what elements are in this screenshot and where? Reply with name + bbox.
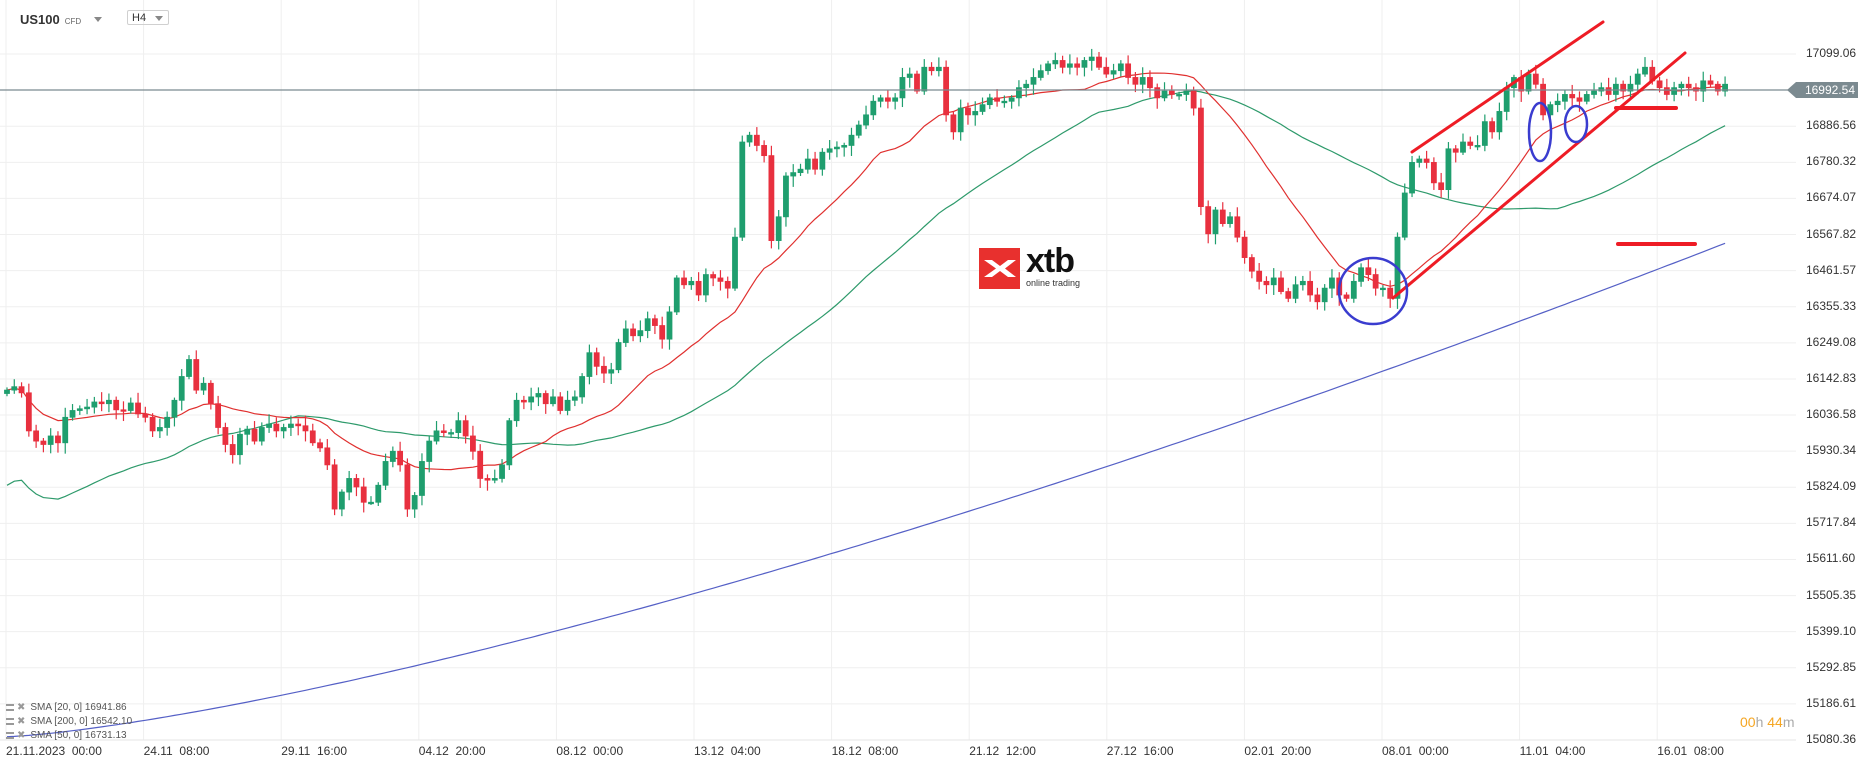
xtb-x-icon [979,248,1020,289]
countdown-m-unit: m [1782,714,1795,730]
pullback-ellipse-marker-1[interactable] [1527,101,1553,163]
logo-brand: xtb [1026,241,1075,280]
price-axis-label: 15717.84 [1806,515,1857,530]
time-axis-label: 29.11 16:00 [281,744,348,758]
price-axis-label: 15186.61 [1806,695,1857,710]
price-axis-label: 15611.60 [1806,551,1856,566]
time-axis-label: 16.01 08:00 [1657,744,1724,758]
timeframe-selector[interactable]: H4 [127,10,169,25]
list-icon[interactable] [6,732,14,739]
list-icon[interactable] [6,704,14,711]
countdown-minutes: 44 [1767,714,1783,730]
time-axis-label: 21.12 12:00 [969,744,1036,758]
legend-sma50: ✖ SMA [50, 0] 16731.13 [6,730,127,741]
legend-label: SMA [20, 0] 16941.86 [30,702,127,713]
legend-label: SMA [200, 0] 16542.10 [30,716,133,727]
price-axis-label: 16461.57 [1806,262,1857,277]
close-icon[interactable]: ✖ [17,730,26,741]
price-axis-label: 16674.07 [1806,190,1857,205]
time-axis-label: 21.11.2023 00:00 [6,744,102,758]
chevron-down-icon [155,16,163,21]
time-axis-label: 08.01 00:00 [1382,744,1449,758]
legend-label: SMA [50, 0] 16731.13 [30,730,127,741]
price-axis-label: 16249.08 [1806,334,1857,349]
price-axis-label: 16355.33 [1806,298,1857,313]
symbol-name: US100 [20,12,60,27]
chart-grid [0,0,1796,741]
timeframe-value: H4 [132,11,147,24]
price-axis-label: 15292.85 [1806,659,1857,674]
symbol-type: CFD [64,17,82,26]
list-icon[interactable] [6,718,14,725]
price-axis-label: 16142.83 [1806,370,1857,385]
pullback-ellipse-marker-2[interactable] [1563,104,1589,144]
symbol-selector[interactable]: US100 CFD [20,12,103,27]
price-axis-label: 15080.36 [1806,732,1857,746]
close-icon[interactable]: ✖ [17,702,26,713]
sma200-line [6,242,1726,738]
price-axis-label: 15824.09 [1806,479,1857,494]
time-axis-label: 13.12 04:00 [694,744,761,758]
countdown-hours: 00 [1740,714,1756,730]
price-axis-label: 16886.56 [1806,118,1857,133]
legend-sma200: ✖ SMA [200, 0] 16542.10 [6,716,132,727]
sma50-line [6,90,1726,500]
time-axis-label: 18.12 08:00 [831,744,899,758]
chevron-down-icon [94,17,103,22]
time-axis-label: 04.12 20:00 [418,744,486,758]
bottom-circle-marker[interactable] [1337,256,1409,326]
sma20-line [6,72,1726,471]
lower-channel-trendline[interactable] [1391,51,1687,300]
logo-tagline: online trading [1026,277,1081,288]
current-price-tag: 16992.54 [1787,82,1858,98]
candle-countdown: 00h 44m [1740,714,1795,730]
time-axis-label: 02.01 20:00 [1244,744,1312,758]
price-axis-label: 15399.10 [1806,623,1857,638]
drawing-annotations[interactable] [1337,20,1697,326]
countdown-h-unit: h [1755,714,1764,730]
time-axis-label: 08.12 00:00 [556,744,624,758]
price-axis-label: 16780.32 [1806,154,1857,169]
price-axis-label: 15930.34 [1806,443,1857,458]
time-axis-label: 27.12 16:00 [1106,744,1174,758]
upper-channel-trendline[interactable] [1410,20,1605,154]
price-axis-label: 16036.58 [1806,407,1857,422]
xtb-logo: xtb online trading [979,244,1081,289]
price-axis-label: 16567.82 [1806,226,1857,241]
price-axis-label: 17099.06 [1806,46,1857,60]
price-axis-label: 15505.35 [1806,587,1857,602]
candlestick-series [4,48,1728,518]
close-icon[interactable]: ✖ [17,716,26,727]
legend-sma20: ✖ SMA [20, 0] 16941.86 [6,702,127,713]
time-axis-label: 24.11 08:00 [143,744,210,758]
time-axis-label: 11.01 04:00 [1519,744,1586,758]
